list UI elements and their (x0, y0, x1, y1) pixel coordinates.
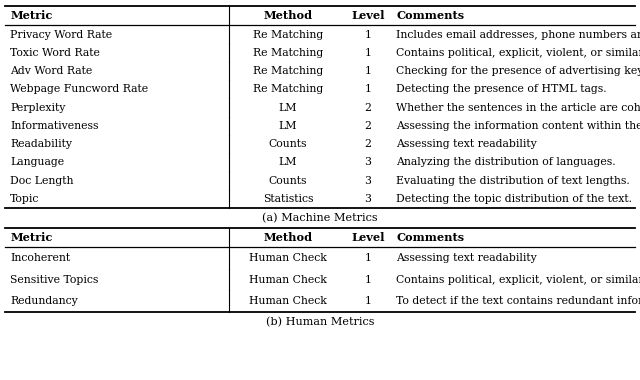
Text: 1: 1 (365, 66, 371, 76)
Text: Assessing text readability: Assessing text readability (396, 253, 537, 263)
Text: Level: Level (351, 232, 385, 243)
Text: Analyzing the distribution of languages.: Analyzing the distribution of languages. (396, 157, 616, 167)
Text: Assessing the information content within the text.: Assessing the information content within… (396, 121, 640, 131)
Text: Statistics: Statistics (263, 194, 313, 204)
Text: (a) Machine Metrics: (a) Machine Metrics (262, 212, 378, 223)
Text: 1: 1 (365, 253, 371, 263)
Text: 2: 2 (365, 139, 371, 149)
Text: Redundancy: Redundancy (10, 296, 78, 306)
Text: Detecting the topic distribution of the text.: Detecting the topic distribution of the … (396, 194, 632, 204)
Text: To detect if the text contains redundant information.: To detect if the text contains redundant… (396, 296, 640, 306)
Text: LM: LM (279, 103, 297, 112)
Text: Evaluating the distribution of text lengths.: Evaluating the distribution of text leng… (396, 176, 630, 185)
Text: Method: Method (264, 232, 312, 243)
Text: Method: Method (264, 10, 312, 21)
Text: Counts: Counts (269, 139, 307, 149)
Text: 1: 1 (365, 275, 371, 285)
Text: Counts: Counts (269, 176, 307, 185)
Text: Doc Length: Doc Length (10, 176, 74, 185)
Text: Human Check: Human Check (249, 253, 327, 263)
Text: Re Matching: Re Matching (253, 84, 323, 94)
Text: 1: 1 (365, 48, 371, 58)
Text: Checking for the presence of advertising keywords.: Checking for the presence of advertising… (396, 66, 640, 76)
Text: Comments: Comments (396, 232, 464, 243)
Text: Contains political, explicit, violent, or similar content.: Contains political, explicit, violent, o… (396, 275, 640, 285)
Text: LM: LM (279, 157, 297, 167)
Text: Sensitive Topics: Sensitive Topics (10, 275, 99, 285)
Text: Readability: Readability (10, 139, 72, 149)
Text: LM: LM (279, 121, 297, 131)
Text: Metric: Metric (10, 10, 52, 21)
Text: Toxic Word Rate: Toxic Word Rate (10, 48, 100, 58)
Text: 2: 2 (365, 103, 371, 112)
Text: Informativeness: Informativeness (10, 121, 99, 131)
Text: 3: 3 (365, 157, 371, 167)
Text: Webpage Funcword Rate: Webpage Funcword Rate (10, 84, 148, 94)
Text: Privacy Word Rate: Privacy Word Rate (10, 30, 113, 40)
Text: Re Matching: Re Matching (253, 48, 323, 58)
Text: (b) Human Metrics: (b) Human Metrics (266, 317, 374, 327)
Text: 3: 3 (365, 176, 371, 185)
Text: Adv Word Rate: Adv Word Rate (10, 66, 93, 76)
Text: Level: Level (351, 10, 385, 21)
Text: Human Check: Human Check (249, 275, 327, 285)
Text: Incoherent: Incoherent (10, 253, 70, 263)
Text: Re Matching: Re Matching (253, 30, 323, 40)
Text: Comments: Comments (396, 10, 464, 21)
Text: Contains political, explicit, violent, or similar content.: Contains political, explicit, violent, o… (396, 48, 640, 58)
Text: Includes email addresses, phone numbers and ect.: Includes email addresses, phone numbers … (396, 30, 640, 40)
Text: Language: Language (10, 157, 65, 167)
Text: 1: 1 (365, 84, 371, 94)
Text: 1: 1 (365, 30, 371, 40)
Text: 3: 3 (365, 194, 371, 204)
Text: Metric: Metric (10, 232, 52, 243)
Text: Whether the sentences in the article are coherent.: Whether the sentences in the article are… (396, 103, 640, 112)
Text: 2: 2 (365, 121, 371, 131)
Text: Re Matching: Re Matching (253, 66, 323, 76)
Text: Topic: Topic (10, 194, 40, 204)
Text: Detecting the presence of HTML tags.: Detecting the presence of HTML tags. (396, 84, 607, 94)
Text: Perplexity: Perplexity (10, 103, 66, 112)
Text: 1: 1 (365, 296, 371, 306)
Text: Human Check: Human Check (249, 296, 327, 306)
Text: Assessing text readability: Assessing text readability (396, 139, 537, 149)
